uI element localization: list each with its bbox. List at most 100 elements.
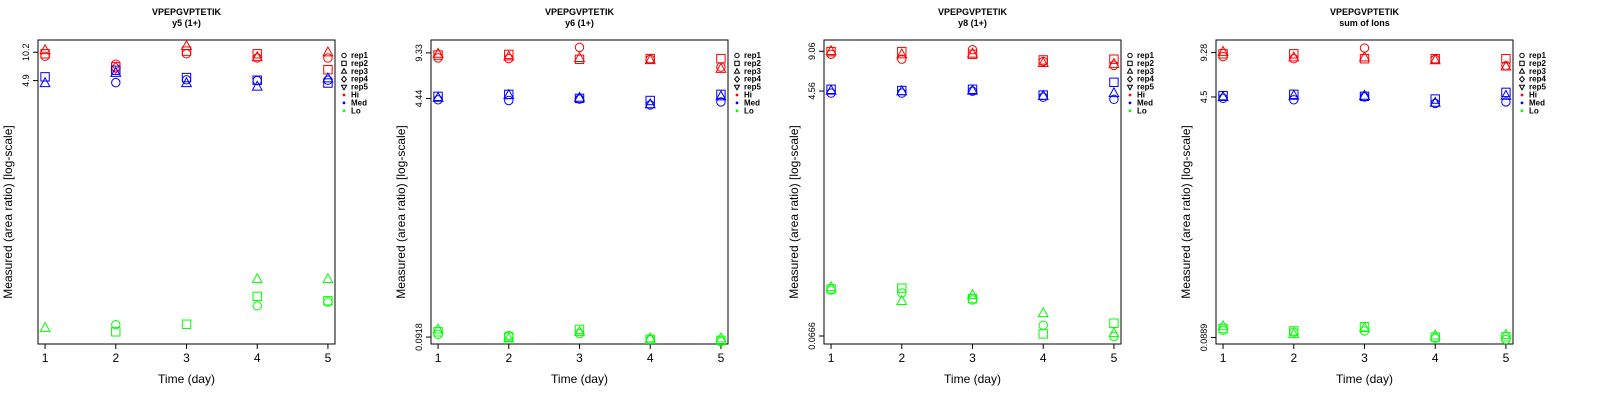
chart-subtitle: y6 (1+) — [565, 18, 594, 28]
data-point-med — [1500, 89, 1512, 100]
data-point-med — [573, 91, 586, 102]
data-point-med — [503, 88, 515, 100]
data-point-lo — [433, 329, 443, 340]
data-point-med — [323, 78, 333, 88]
y-axis-label: Measured (area ratio) [log-scale] — [1, 125, 15, 298]
data-point-lo — [252, 291, 262, 302]
chart-title: VPEPGVPTETIK — [545, 7, 615, 17]
data-point-lo — [432, 323, 444, 334]
chart-title: VPEPGVPTETIK — [938, 7, 1008, 17]
legend-dot — [1520, 109, 1524, 113]
legend-label: rep4 — [351, 75, 368, 84]
data-point-med — [432, 91, 444, 102]
data-point-med — [1288, 89, 1300, 100]
data-point-hi — [966, 47, 979, 58]
data-point-hi — [1429, 53, 1441, 65]
y-axis-label: Measured (area ratio) [log-scale] — [1179, 125, 1193, 298]
data-point-lo — [39, 321, 51, 332]
legend-label: rep1 — [1529, 51, 1546, 60]
data-point-hi — [180, 39, 193, 51]
y-tick-label: 0.0889 — [1199, 324, 1209, 352]
data-point-hi — [433, 53, 443, 63]
plot-frame — [1215, 39, 1514, 345]
legend-label: rep3 — [744, 67, 761, 76]
data-point-hi — [1358, 50, 1371, 62]
legend-marker — [733, 84, 741, 91]
data-point-lo — [1289, 326, 1299, 336]
data-point-med — [1218, 93, 1228, 104]
legend-dot — [342, 93, 346, 97]
y-tick-label: 0.0918 — [414, 323, 424, 351]
data-point-lo — [645, 334, 655, 345]
legend-label: rep4 — [744, 75, 761, 84]
legend-dot — [1128, 93, 1132, 97]
data-point-hi — [716, 53, 726, 64]
x-axis-label: Time (day) — [1336, 372, 1393, 386]
data-point-hi — [574, 54, 585, 65]
x-tick-label: 4 — [1040, 351, 1047, 365]
data-point-hi — [1109, 60, 1119, 71]
data-point-lo — [1038, 329, 1048, 339]
legend-dot — [1520, 93, 1524, 97]
x-tick-label: 5 — [325, 351, 332, 365]
legend-dot — [342, 101, 346, 105]
data-point-hi — [896, 47, 908, 59]
legend-dot — [342, 109, 346, 113]
legend-marker — [340, 67, 348, 74]
legend-label: rep5 — [1529, 83, 1546, 92]
data-point-lo — [644, 331, 656, 343]
data-point-hi — [251, 50, 263, 62]
data-point-hi — [1359, 43, 1370, 53]
data-point-lo — [1501, 334, 1511, 345]
data-point-med — [1217, 90, 1229, 102]
legend-label: Med — [1529, 98, 1545, 107]
data-point-med — [504, 95, 514, 106]
legend-marker — [341, 60, 347, 67]
data-point-hi — [322, 45, 334, 57]
legend-label: rep3 — [1529, 67, 1546, 76]
data-point-lo — [1217, 319, 1229, 331]
data-point-hi — [503, 50, 515, 61]
data-point-lo — [1500, 328, 1512, 339]
data-point-med — [896, 84, 908, 96]
data-point-hi — [432, 47, 444, 58]
y-tick-label: 9.33 — [414, 44, 424, 62]
y-axis-label: Measured (area ratio) [log-scale] — [787, 125, 801, 298]
legend-label: Lo — [1529, 106, 1539, 115]
chart-subtitle: y8 (1+) — [958, 18, 987, 28]
data-point-lo — [1429, 329, 1441, 340]
data-point-lo — [111, 327, 121, 337]
legend-label: Med — [351, 98, 367, 107]
legend-dot — [1520, 101, 1524, 105]
data-point-med — [1109, 77, 1119, 88]
legend-marker — [1518, 84, 1526, 91]
x-tick-label: 1 — [828, 351, 835, 365]
data-point-lo — [897, 283, 907, 293]
data-point-lo — [181, 319, 192, 329]
data-point-hi — [1359, 54, 1370, 64]
data-point-med — [1501, 87, 1511, 98]
data-point-lo — [252, 301, 262, 311]
chart-subtitle: sum of Ions — [1339, 18, 1390, 28]
data-point-lo — [251, 272, 263, 284]
data-point-lo — [573, 325, 586, 336]
legend-marker — [340, 75, 348, 83]
data-point-med — [180, 76, 193, 88]
data-point-med — [1109, 94, 1119, 105]
legend-marker — [341, 52, 347, 59]
data-point-hi — [967, 49, 978, 59]
data-point-med — [252, 75, 262, 85]
legend-marker — [733, 75, 741, 83]
data-point-med — [40, 72, 50, 82]
data-point-lo — [1358, 321, 1371, 332]
legend-dot — [1128, 109, 1132, 113]
x-tick-label: 3 — [576, 351, 583, 365]
legend-marker — [1518, 75, 1526, 83]
legend-label: rep3 — [1137, 67, 1154, 76]
data-point-med — [644, 97, 656, 109]
x-tick-label: 1 — [435, 351, 442, 365]
data-point-lo — [825, 280, 837, 292]
data-point-lo — [574, 324, 585, 335]
legend-label: Med — [744, 98, 760, 107]
